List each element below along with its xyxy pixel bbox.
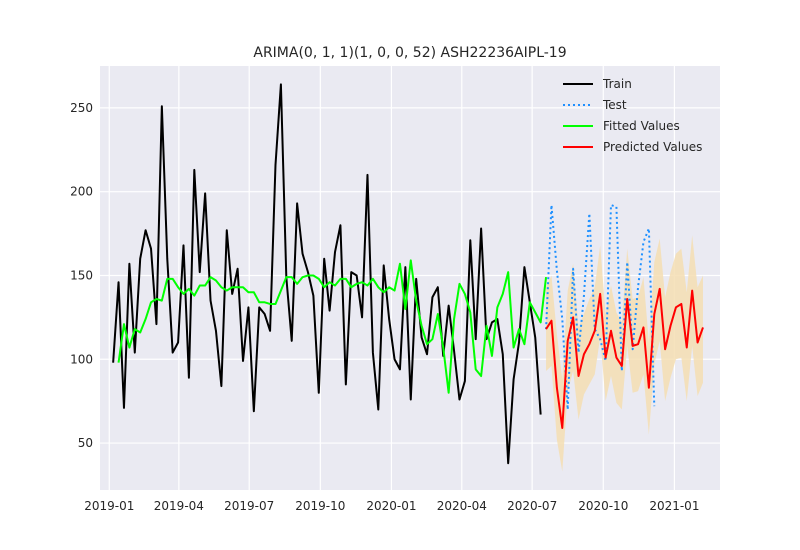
- legend: Train Test Fitted Values Predicted Values: [563, 77, 702, 154]
- x-tick-label: 2019-04: [154, 499, 204, 513]
- x-tick-label: 2019-01: [84, 499, 134, 513]
- y-tick-label: 150: [70, 268, 93, 282]
- confidence-interval-band: [546, 235, 703, 472]
- legend-label-train: Train: [602, 77, 632, 91]
- legend-label-fitted: Fitted Values: [603, 119, 680, 133]
- confidence-band: [546, 235, 703, 472]
- x-tick-label: 2021-01: [649, 499, 699, 513]
- x-axis: 2019-01 2019-04 2019-07 2019-10 2020-01 2020-…: [84, 499, 699, 513]
- plot-area: [100, 66, 720, 490]
- predicted-line: [545, 287, 704, 429]
- x-tick-label: 2019-10: [295, 499, 345, 513]
- y-tick-label: 200: [70, 185, 93, 199]
- test-line: [545, 204, 656, 411]
- y-tick-label: 250: [70, 101, 93, 115]
- y-axis: 50 100 150 200 250: [70, 101, 93, 450]
- fitted-line: [117, 259, 548, 394]
- legend-label-test: Test: [602, 98, 627, 112]
- x-tick-label: 2020-10: [578, 499, 628, 513]
- x-tick-label: 2020-01: [366, 499, 416, 513]
- chart-title: ARIMA(0, 1, 1)(1, 0, 0, 52) ASH22236AIPL…: [253, 45, 566, 61]
- y-tick-label: 50: [78, 436, 93, 450]
- x-tick-label: 2020-04: [437, 499, 487, 513]
- x-tick-label: 2020-07: [507, 499, 557, 513]
- series-lines: [112, 83, 704, 465]
- legend-label-predicted: Predicted Values: [603, 140, 702, 154]
- x-tick-label: 2019-07: [224, 499, 274, 513]
- y-tick-label: 100: [70, 352, 93, 366]
